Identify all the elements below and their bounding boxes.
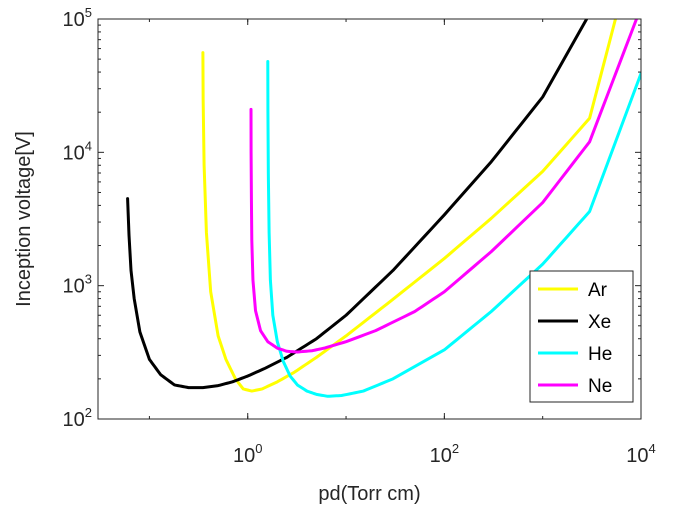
x-tick-label: 102: [430, 441, 459, 467]
y-tick-label: 105: [63, 5, 92, 31]
y-tick-label: 104: [63, 138, 92, 164]
legend-label: Ar: [588, 280, 608, 301]
legend-box: [529, 270, 634, 403]
series-line-xe: [126, 19, 589, 390]
x-axis-title: pd(Torr cm): [318, 483, 420, 505]
y-axis-title: Inception voltage[V]: [13, 131, 35, 307]
x-tick-label: 104: [626, 441, 655, 467]
legend: Ar Xe He Ne: [529, 270, 634, 403]
series-line-ne: [249, 19, 638, 354]
legend-label: Xe: [588, 312, 611, 333]
legend-label: Ne: [588, 376, 612, 397]
tick-layer: 100 102 104 102 103 104 105: [63, 5, 656, 467]
plot-frame: [97, 18, 642, 420]
series-line-ar: [201, 19, 617, 393]
x-tick-label: 100: [233, 441, 262, 467]
y-tick-label: 102: [63, 405, 92, 431]
legend-label: He: [588, 344, 612, 365]
series-layer: [126, 19, 641, 398]
y-tick-label: 103: [63, 272, 92, 298]
series-line-he: [266, 60, 641, 398]
